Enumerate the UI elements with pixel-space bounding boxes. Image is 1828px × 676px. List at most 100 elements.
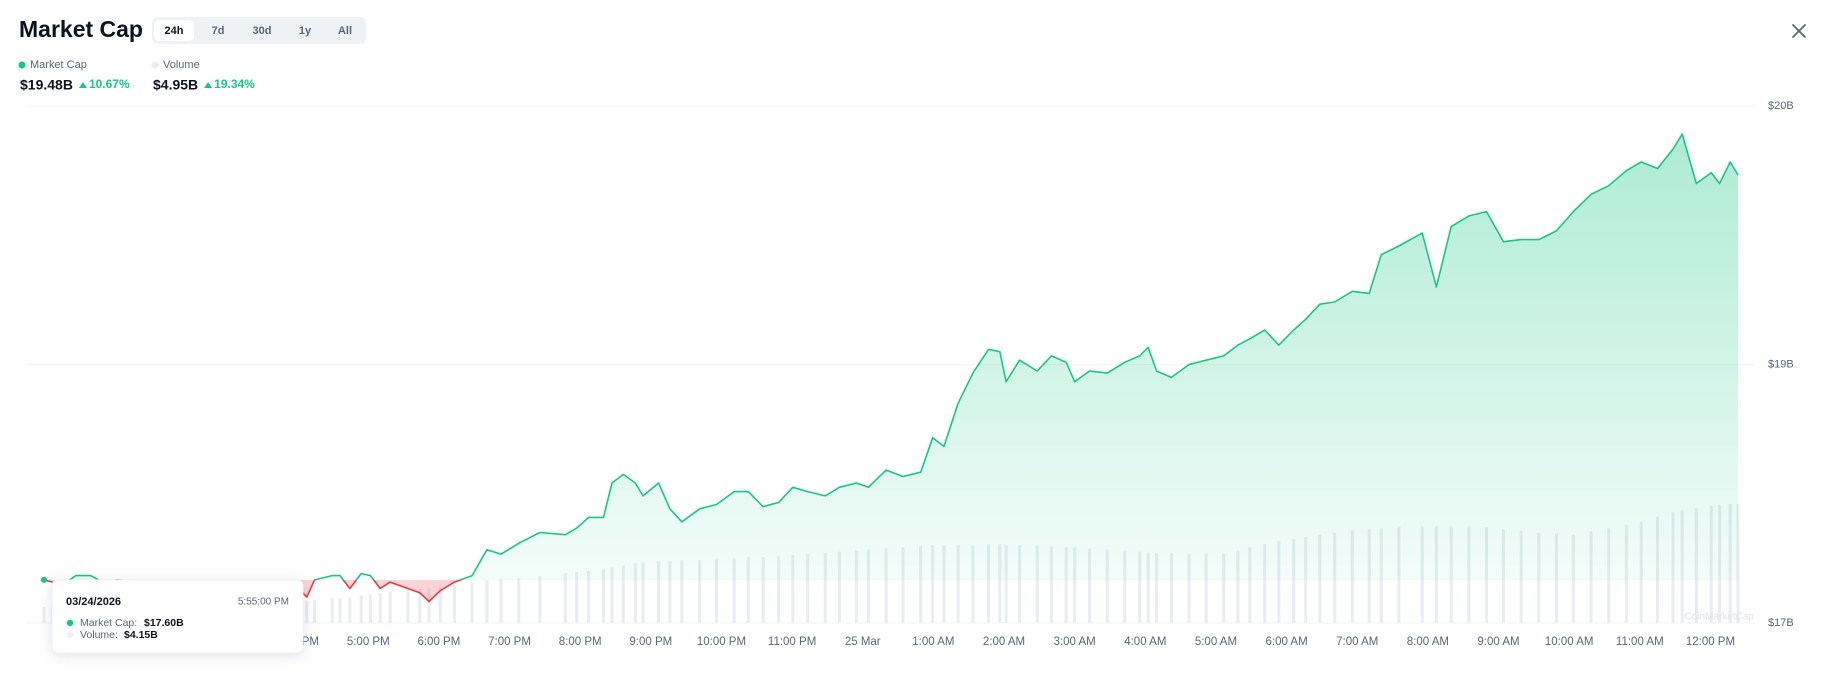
volume-bar	[1088, 548, 1092, 623]
volume-bar	[732, 558, 736, 623]
volume-bar	[406, 590, 410, 623]
volume-bar	[575, 571, 579, 623]
volume-bar	[1263, 544, 1267, 623]
x-tick-label: 12:00 PM	[1686, 636, 1735, 648]
tooltip: 03/24/2026 5:55:00 PM Market Cap: $17.60…	[51, 579, 304, 654]
volume-bar	[368, 594, 372, 623]
volume-bar	[1123, 550, 1127, 623]
volume-bar	[971, 545, 975, 623]
start-point	[41, 576, 47, 583]
volume-bar	[330, 598, 334, 623]
x-tick-label: 3:00 AM	[1054, 636, 1096, 648]
volume-bar	[517, 578, 521, 623]
volume-bar	[884, 548, 888, 623]
volume-bar	[42, 607, 46, 623]
volume-bar	[1004, 545, 1008, 623]
volume-bar	[305, 600, 309, 623]
tab[interactable]: 30d	[253, 25, 272, 37]
volume-bar	[854, 550, 858, 623]
x-tick-label: 6:00 AM	[1265, 636, 1307, 648]
tooltip-dot	[66, 619, 74, 627]
legend-swatch	[18, 61, 26, 69]
x-tick-label: 10:00 PM	[697, 636, 746, 648]
tooltip-label: Volume:	[80, 629, 118, 641]
x-tick-label: 11:00 PM	[768, 636, 816, 648]
volume-bar	[1277, 541, 1281, 623]
volume-bar	[715, 559, 719, 623]
y-tick-label: $20B	[1768, 100, 1794, 112]
volume-bar	[866, 549, 870, 623]
volume-bar	[806, 553, 810, 623]
chart-title: Market Cap	[19, 16, 143, 42]
legend-swatch	[151, 61, 159, 69]
volume-bar	[942, 545, 946, 623]
x-tick-label: 6:00 PM	[417, 636, 460, 648]
y-tick-label: $19B	[1768, 358, 1794, 370]
volume-bar	[348, 597, 352, 623]
volume-bar	[601, 568, 605, 623]
volume-bar	[1073, 547, 1077, 623]
volume-bar	[746, 557, 750, 623]
volume-bar	[1155, 552, 1159, 623]
volume-bar	[1018, 545, 1022, 623]
tab[interactable]: 7d	[212, 25, 225, 37]
legend: Market Cap $19.48B 10.67% Volume $4.95B 19.34…	[18, 59, 255, 93]
tooltip-dot	[66, 631, 74, 639]
volume-bar	[777, 555, 781, 623]
volume-bar	[538, 576, 542, 623]
volume-bar	[837, 551, 841, 623]
legend-label: Market Cap	[30, 59, 87, 71]
volume-bar	[388, 592, 392, 623]
volume-bar	[986, 544, 990, 623]
volume-bar	[1292, 538, 1296, 623]
volume-bar	[378, 593, 382, 623]
tab-group	[152, 17, 366, 44]
x-tick-label: 11:00 AM	[1616, 636, 1664, 648]
tab[interactable]: All	[338, 25, 352, 37]
volume-bar	[563, 573, 567, 623]
volume-bar	[901, 547, 905, 623]
volume-bar	[452, 584, 456, 623]
tooltip-label: Market Cap:	[80, 617, 137, 629]
x-tick-label: 10:00 AM	[1545, 636, 1594, 648]
volume-bar	[359, 595, 363, 623]
volume-bar	[641, 562, 645, 623]
volume-bar	[1146, 552, 1150, 623]
volume-bar	[668, 561, 672, 623]
watermark: CoinMarketCap	[1685, 612, 1755, 623]
tab[interactable]: 1y	[299, 25, 312, 37]
close-button[interactable]	[1792, 24, 1806, 38]
volume-bar	[956, 545, 960, 623]
change-arrow	[204, 82, 213, 88]
volume-bar	[610, 567, 614, 623]
volume-bar	[761, 557, 765, 623]
x-tick-label: 7:00 AM	[1336, 636, 1378, 648]
volume-bar	[1236, 550, 1240, 623]
volume-bar	[587, 570, 591, 623]
x-tick-label: 4:00 AM	[1124, 636, 1166, 648]
volume-bar	[1138, 551, 1142, 623]
x-tick-label: 7:00 PM	[488, 636, 531, 648]
volume-bar	[338, 598, 342, 623]
tabs: 24h 7d 30d 1y All	[154, 20, 352, 41]
tooltip-date: 03/24/2026	[66, 596, 121, 608]
volume-bar	[1204, 553, 1208, 623]
tab[interactable]: 24h	[165, 25, 184, 37]
area-fill	[44, 134, 1738, 580]
change-arrow	[78, 82, 87, 88]
volume-bar	[823, 552, 827, 623]
tooltip-time: 5:55:00 PM	[238, 597, 289, 608]
volume-bar	[931, 545, 935, 623]
close-icon	[1792, 24, 1806, 38]
volume-bar	[1049, 546, 1053, 623]
volume-bar	[485, 580, 489, 623]
legend-value: $4.95B	[153, 77, 198, 93]
volume-bar	[1248, 547, 1252, 623]
volume-bar	[998, 544, 1002, 623]
volume-bar	[698, 560, 702, 623]
volume-bar	[438, 586, 442, 623]
volume-bar	[621, 565, 625, 623]
volume-bar	[791, 554, 795, 623]
tooltip-value: $4.15B	[124, 629, 158, 641]
tab-active-bg	[154, 20, 194, 41]
